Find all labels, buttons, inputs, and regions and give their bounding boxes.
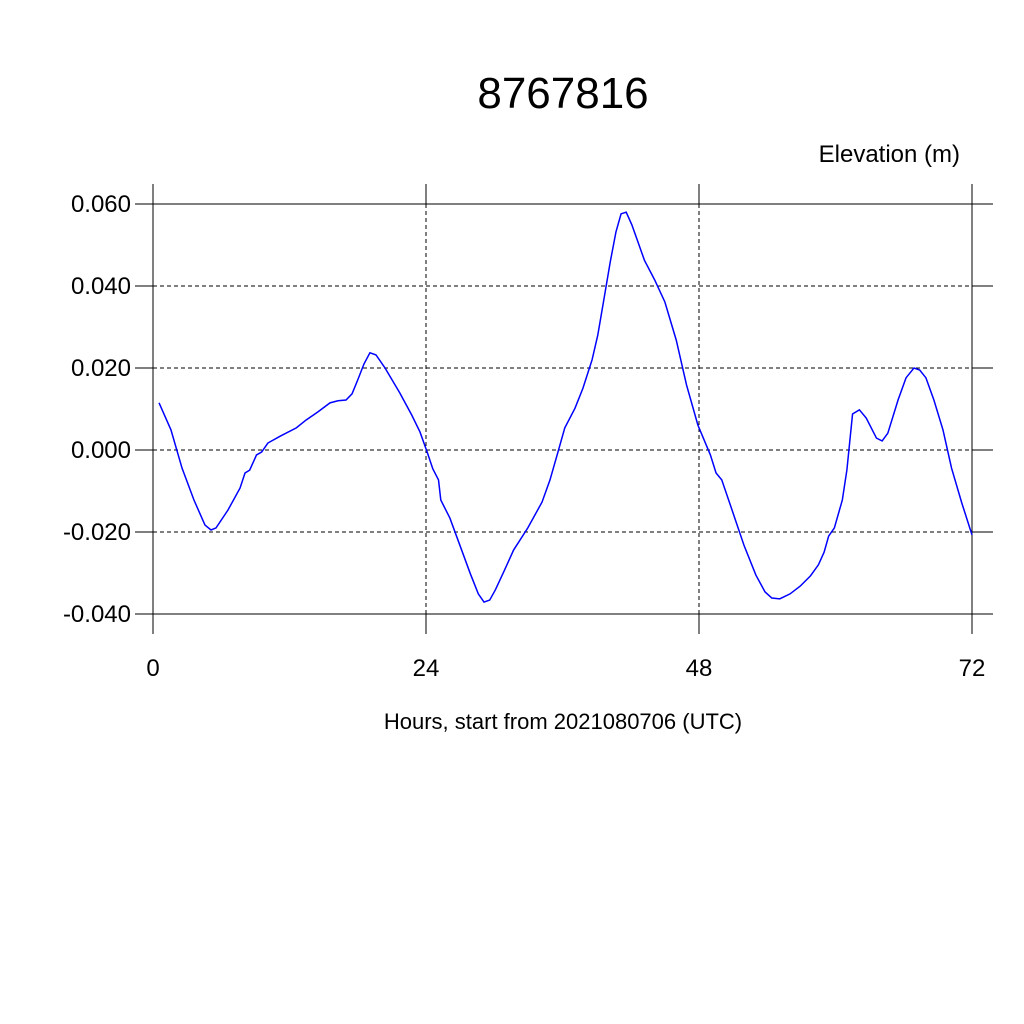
y-tick-label: -0.020 xyxy=(63,519,131,546)
x-tick-label: 0 xyxy=(146,655,159,682)
chart-title: 8767816 xyxy=(477,69,648,118)
x-tick-label: 24 xyxy=(413,655,440,682)
data-line xyxy=(158,211,973,604)
chart-subtitle: Elevation (m) xyxy=(819,141,960,168)
x-tick-label: 72 xyxy=(959,655,986,682)
y-tick-label: 0.020 xyxy=(71,355,131,382)
y-tick-label: 0.000 xyxy=(71,437,131,464)
x-axis-label: Hours, start from 2021080706 (UTC) xyxy=(384,709,742,734)
plot-frame xyxy=(152,203,973,615)
y-tick-label: 0.040 xyxy=(71,273,131,300)
x-tick-label: 48 xyxy=(686,655,713,682)
y-tick-label: -0.040 xyxy=(63,601,131,628)
y-tick-label: 0.060 xyxy=(71,191,131,218)
